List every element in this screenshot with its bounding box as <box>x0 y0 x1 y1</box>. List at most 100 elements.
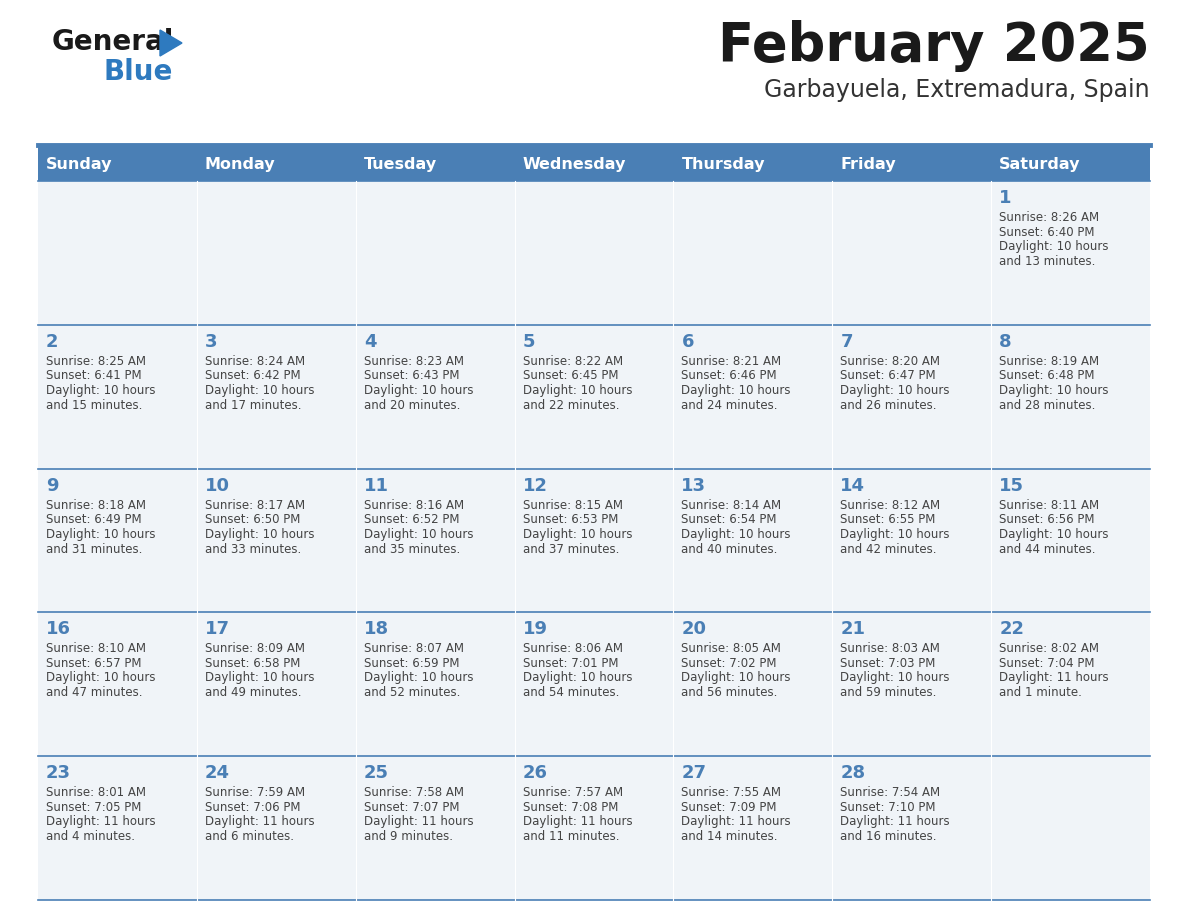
Text: Sunrise: 8:02 AM: Sunrise: 8:02 AM <box>999 643 1099 655</box>
Text: Sunset: 6:55 PM: Sunset: 6:55 PM <box>840 513 936 526</box>
Text: 20: 20 <box>682 621 707 638</box>
Text: Sunrise: 7:57 AM: Sunrise: 7:57 AM <box>523 786 623 800</box>
Text: Sunset: 6:57 PM: Sunset: 6:57 PM <box>46 657 141 670</box>
Text: 11: 11 <box>364 476 388 495</box>
Bar <box>991 147 1150 181</box>
Text: Sunset: 6:47 PM: Sunset: 6:47 PM <box>840 369 936 382</box>
Bar <box>514 147 674 181</box>
Text: Sunset: 7:07 PM: Sunset: 7:07 PM <box>364 800 460 813</box>
Text: Daylight: 10 hours
and 26 minutes.: Daylight: 10 hours and 26 minutes. <box>840 384 949 412</box>
Text: Sunset: 6:49 PM: Sunset: 6:49 PM <box>46 513 141 526</box>
Text: 9: 9 <box>46 476 58 495</box>
Text: Sunrise: 8:19 AM: Sunrise: 8:19 AM <box>999 354 1099 368</box>
Text: Sunday: Sunday <box>46 156 113 172</box>
Text: Daylight: 11 hours
and 6 minutes.: Daylight: 11 hours and 6 minutes. <box>204 815 315 844</box>
Text: Daylight: 10 hours
and 33 minutes.: Daylight: 10 hours and 33 minutes. <box>204 528 315 555</box>
Text: Daylight: 11 hours
and 1 minute.: Daylight: 11 hours and 1 minute. <box>999 671 1108 700</box>
Text: Sunrise: 8:24 AM: Sunrise: 8:24 AM <box>204 354 305 368</box>
Text: 28: 28 <box>840 764 865 782</box>
Text: Monday: Monday <box>204 156 276 172</box>
Text: 15: 15 <box>999 476 1024 495</box>
Text: Daylight: 10 hours
and 20 minutes.: Daylight: 10 hours and 20 minutes. <box>364 384 473 412</box>
Text: 4: 4 <box>364 333 377 351</box>
Text: Sunrise: 8:26 AM: Sunrise: 8:26 AM <box>999 211 1099 224</box>
Text: Sunrise: 7:54 AM: Sunrise: 7:54 AM <box>840 786 941 800</box>
Text: 27: 27 <box>682 764 707 782</box>
Text: Sunset: 6:45 PM: Sunset: 6:45 PM <box>523 369 618 382</box>
Text: Daylight: 11 hours
and 4 minutes.: Daylight: 11 hours and 4 minutes. <box>46 815 156 844</box>
Text: Daylight: 10 hours
and 49 minutes.: Daylight: 10 hours and 49 minutes. <box>204 671 315 700</box>
Text: Sunrise: 8:01 AM: Sunrise: 8:01 AM <box>46 786 146 800</box>
Text: Blue: Blue <box>105 58 173 86</box>
Text: Sunrise: 8:17 AM: Sunrise: 8:17 AM <box>204 498 305 511</box>
Text: Daylight: 10 hours
and 22 minutes.: Daylight: 10 hours and 22 minutes. <box>523 384 632 412</box>
Text: Sunset: 6:52 PM: Sunset: 6:52 PM <box>364 513 460 526</box>
Text: Sunrise: 8:09 AM: Sunrise: 8:09 AM <box>204 643 305 655</box>
Text: Sunrise: 8:25 AM: Sunrise: 8:25 AM <box>46 354 146 368</box>
Text: Sunset: 7:05 PM: Sunset: 7:05 PM <box>46 800 141 813</box>
Text: 16: 16 <box>46 621 71 638</box>
Text: 17: 17 <box>204 621 229 638</box>
Text: February 2025: February 2025 <box>719 20 1150 72</box>
Text: Sunrise: 8:21 AM: Sunrise: 8:21 AM <box>682 354 782 368</box>
Text: Sunrise: 7:59 AM: Sunrise: 7:59 AM <box>204 786 305 800</box>
Text: Sunrise: 8:16 AM: Sunrise: 8:16 AM <box>364 498 463 511</box>
Text: Sunrise: 8:22 AM: Sunrise: 8:22 AM <box>523 354 623 368</box>
Text: Sunset: 7:02 PM: Sunset: 7:02 PM <box>682 657 777 670</box>
Text: Friday: Friday <box>840 156 896 172</box>
Text: Daylight: 10 hours
and 40 minutes.: Daylight: 10 hours and 40 minutes. <box>682 528 791 555</box>
Text: Sunset: 7:01 PM: Sunset: 7:01 PM <box>523 657 618 670</box>
Text: Sunset: 6:50 PM: Sunset: 6:50 PM <box>204 513 301 526</box>
Text: Daylight: 10 hours
and 54 minutes.: Daylight: 10 hours and 54 minutes. <box>523 671 632 700</box>
Text: Sunrise: 8:12 AM: Sunrise: 8:12 AM <box>840 498 941 511</box>
Bar <box>833 147 991 181</box>
Text: 14: 14 <box>840 476 865 495</box>
Text: General: General <box>52 28 175 56</box>
Text: Sunset: 6:46 PM: Sunset: 6:46 PM <box>682 369 777 382</box>
Text: Garbayuela, Extremadura, Spain: Garbayuela, Extremadura, Spain <box>764 78 1150 102</box>
Text: Sunset: 6:59 PM: Sunset: 6:59 PM <box>364 657 460 670</box>
Text: Sunrise: 8:05 AM: Sunrise: 8:05 AM <box>682 643 782 655</box>
Text: 19: 19 <box>523 621 548 638</box>
Text: 7: 7 <box>840 333 853 351</box>
Text: 18: 18 <box>364 621 388 638</box>
Text: 22: 22 <box>999 621 1024 638</box>
Text: Daylight: 10 hours
and 37 minutes.: Daylight: 10 hours and 37 minutes. <box>523 528 632 555</box>
Text: Sunset: 7:04 PM: Sunset: 7:04 PM <box>999 657 1094 670</box>
Text: Sunset: 6:42 PM: Sunset: 6:42 PM <box>204 369 301 382</box>
Bar <box>38 612 1150 756</box>
Text: Sunset: 7:09 PM: Sunset: 7:09 PM <box>682 800 777 813</box>
Text: 3: 3 <box>204 333 217 351</box>
Text: Daylight: 10 hours
and 56 minutes.: Daylight: 10 hours and 56 minutes. <box>682 671 791 700</box>
Bar <box>38 181 1150 325</box>
Text: Sunrise: 8:14 AM: Sunrise: 8:14 AM <box>682 498 782 511</box>
Text: Daylight: 10 hours
and 17 minutes.: Daylight: 10 hours and 17 minutes. <box>204 384 315 412</box>
Text: 8: 8 <box>999 333 1012 351</box>
Bar <box>674 147 833 181</box>
Text: Saturday: Saturday <box>999 156 1081 172</box>
Text: Sunrise: 8:11 AM: Sunrise: 8:11 AM <box>999 498 1099 511</box>
Text: Sunset: 7:10 PM: Sunset: 7:10 PM <box>840 800 936 813</box>
Text: 12: 12 <box>523 476 548 495</box>
Text: 1: 1 <box>999 189 1012 207</box>
Text: Daylight: 10 hours
and 13 minutes.: Daylight: 10 hours and 13 minutes. <box>999 240 1108 268</box>
Text: 5: 5 <box>523 333 535 351</box>
Text: Sunrise: 8:15 AM: Sunrise: 8:15 AM <box>523 498 623 511</box>
Text: Sunrise: 7:58 AM: Sunrise: 7:58 AM <box>364 786 463 800</box>
Bar <box>355 147 514 181</box>
Text: 10: 10 <box>204 476 229 495</box>
Text: 24: 24 <box>204 764 229 782</box>
Text: Sunset: 6:40 PM: Sunset: 6:40 PM <box>999 226 1094 239</box>
Text: Sunrise: 7:55 AM: Sunrise: 7:55 AM <box>682 786 782 800</box>
Text: Daylight: 10 hours
and 35 minutes.: Daylight: 10 hours and 35 minutes. <box>364 528 473 555</box>
Bar <box>38 147 197 181</box>
Polygon shape <box>160 30 182 56</box>
Text: Daylight: 10 hours
and 44 minutes.: Daylight: 10 hours and 44 minutes. <box>999 528 1108 555</box>
Text: Sunset: 6:43 PM: Sunset: 6:43 PM <box>364 369 460 382</box>
Text: Wednesday: Wednesday <box>523 156 626 172</box>
Text: Daylight: 10 hours
and 59 minutes.: Daylight: 10 hours and 59 minutes. <box>840 671 949 700</box>
Text: Sunset: 7:03 PM: Sunset: 7:03 PM <box>840 657 936 670</box>
Text: 25: 25 <box>364 764 388 782</box>
Text: Daylight: 10 hours
and 24 minutes.: Daylight: 10 hours and 24 minutes. <box>682 384 791 412</box>
Text: Sunrise: 8:20 AM: Sunrise: 8:20 AM <box>840 354 940 368</box>
